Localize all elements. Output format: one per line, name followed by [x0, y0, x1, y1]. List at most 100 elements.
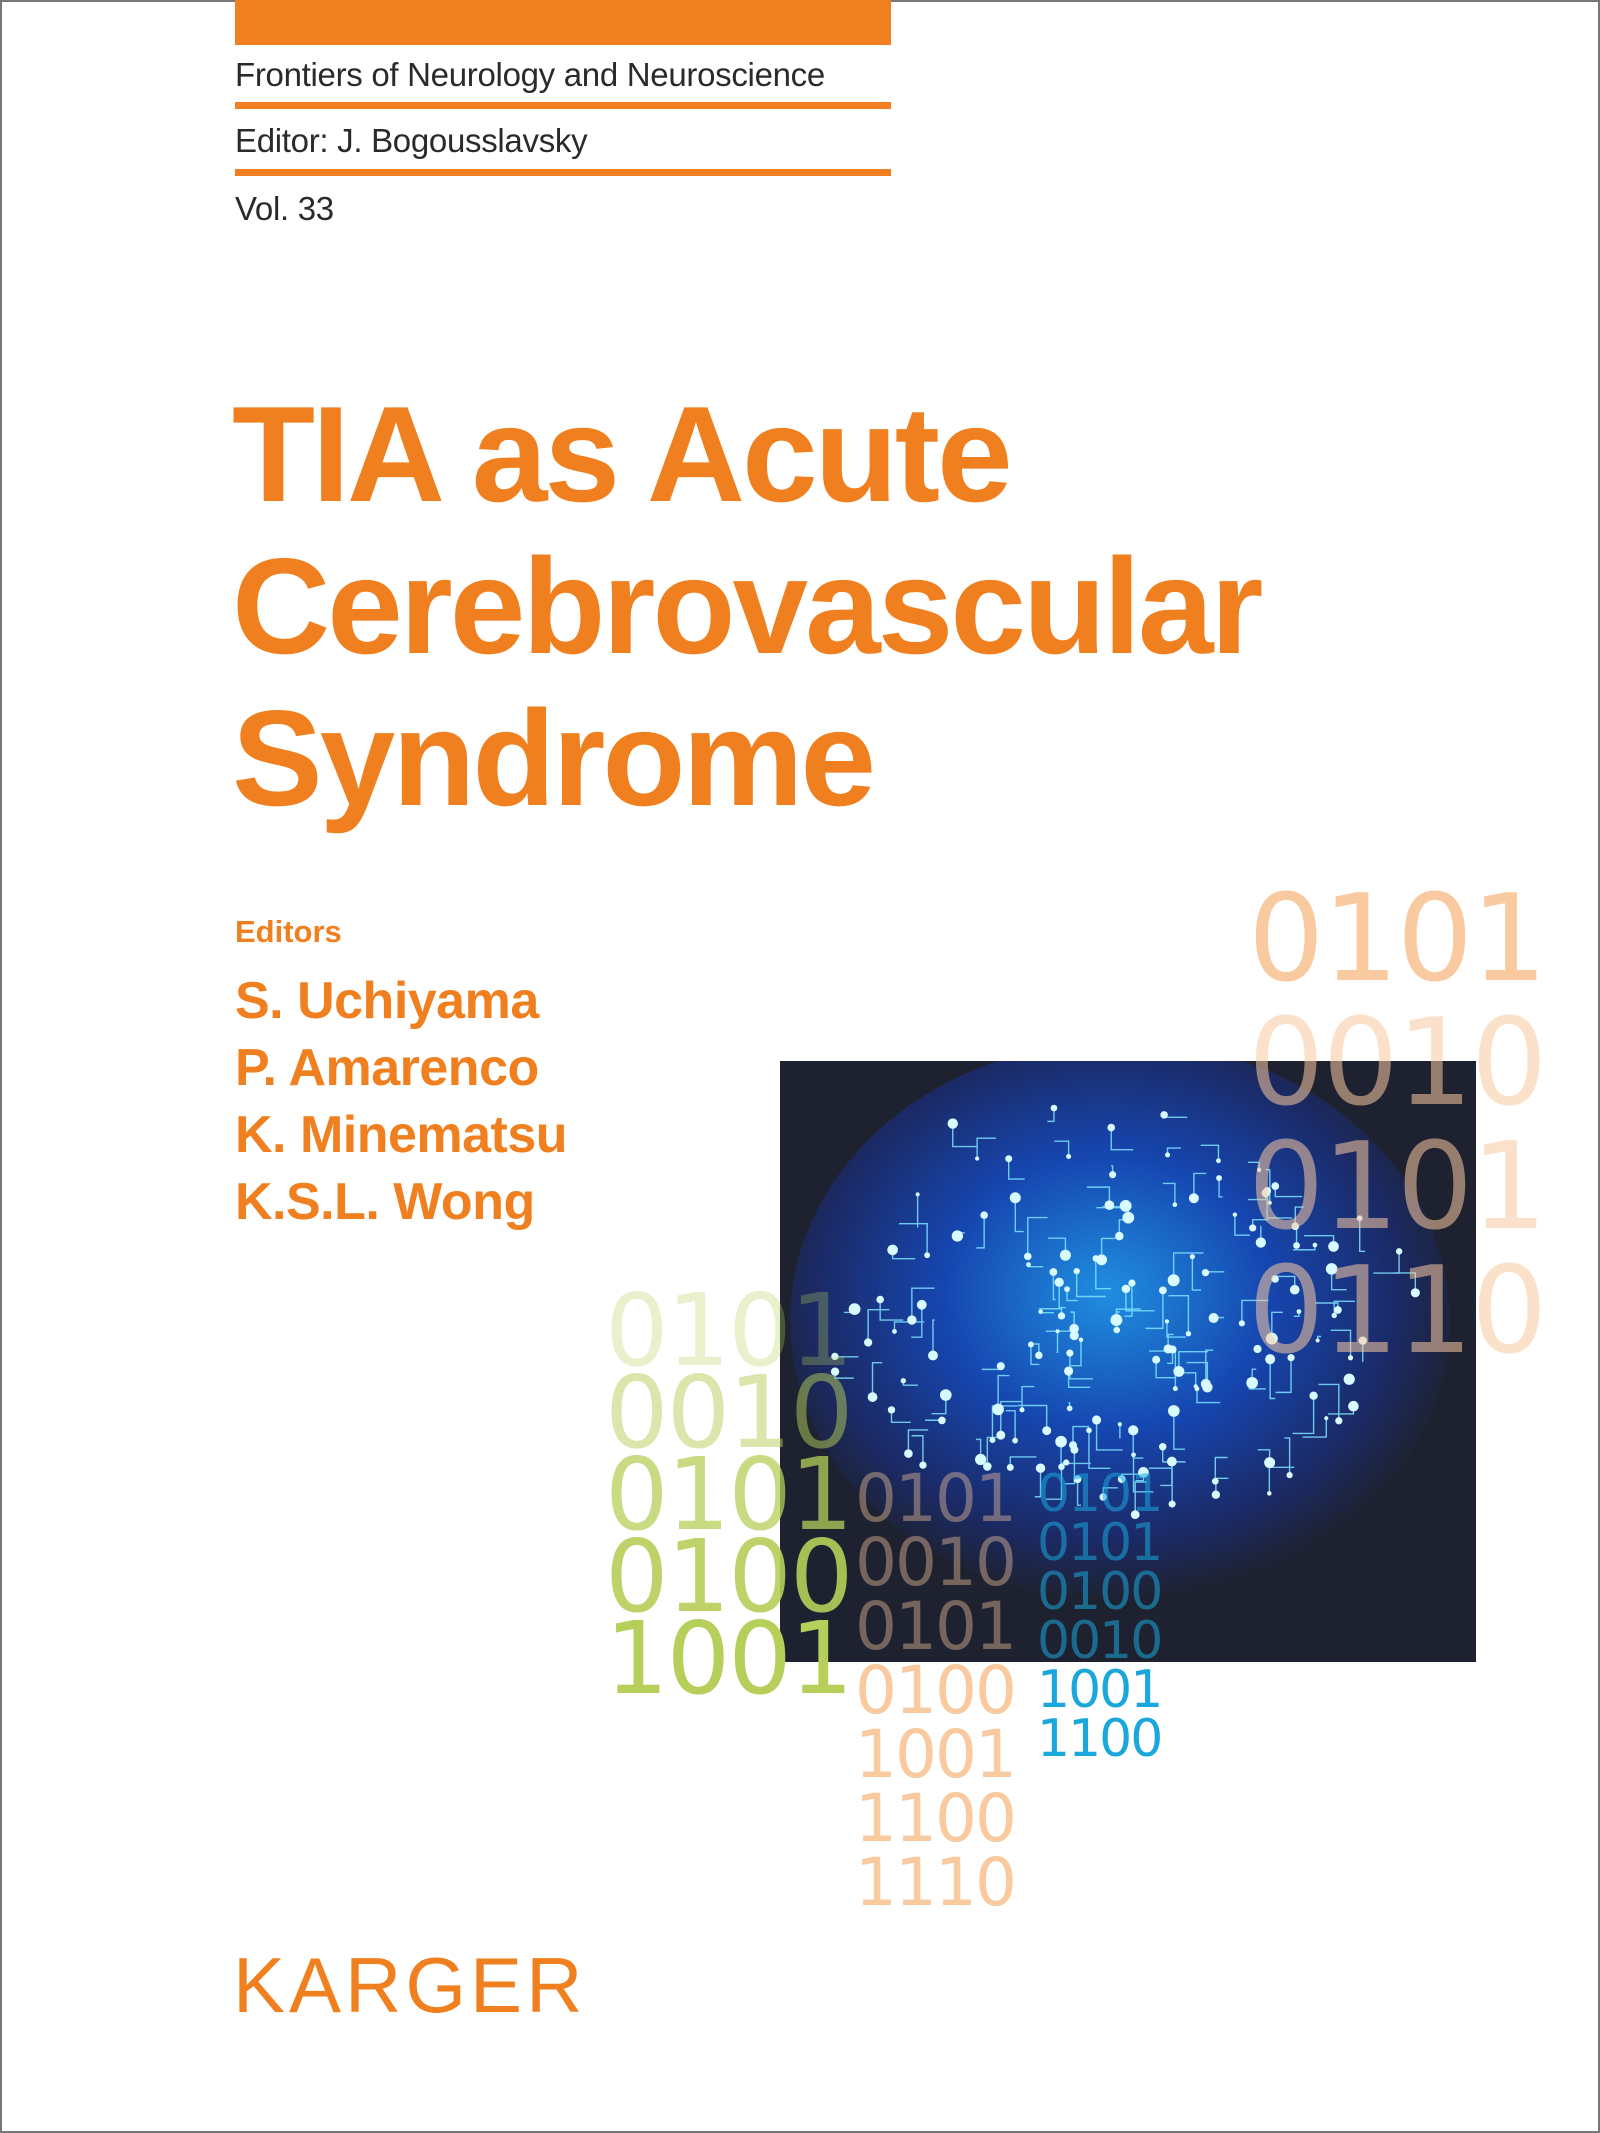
binary-text: 0101: [605, 1272, 853, 1389]
circuit-node: [1038, 1309, 1043, 1315]
circuit-node: [1069, 1323, 1079, 1334]
circuit-node: [915, 1192, 920, 1197]
circuit-trace: [1205, 1349, 1214, 1384]
circuit-node: [916, 1299, 927, 1310]
circuit-trace: [1052, 1272, 1056, 1301]
circuit-trace: [1302, 1418, 1327, 1438]
circuit-node: [1267, 1491, 1272, 1496]
circuit-node: [939, 1389, 952, 1401]
circuit-trace: [1066, 1289, 1078, 1302]
circuit-trace: [1075, 1271, 1106, 1298]
circuit-node: [1164, 1319, 1170, 1324]
circuit-trace: [1162, 1446, 1186, 1463]
circuit-trace: [1000, 1400, 1022, 1436]
circuit-trace: [1269, 1359, 1276, 1400]
circuit-node: [1168, 1345, 1177, 1354]
circuit-node: [1253, 1344, 1262, 1354]
circuit-node: [1063, 1459, 1070, 1466]
circuit-trace: [1160, 1461, 1173, 1487]
circuit-trace: [871, 1361, 883, 1398]
circuit-trace: [1072, 1425, 1090, 1446]
circuit-trace: [1200, 1144, 1220, 1161]
circuit-node: [1058, 1463, 1065, 1471]
circuit-node: [1092, 1255, 1100, 1262]
circuit-node: [1069, 1441, 1077, 1450]
circuit-node: [1117, 1475, 1126, 1484]
circuit-trace: [1034, 1468, 1042, 1498]
circuit-node: [1249, 1224, 1257, 1232]
circuit-node: [1265, 1332, 1278, 1345]
circuit-trace: [1014, 1197, 1024, 1233]
binary-text: 0010: [855, 1524, 1017, 1601]
circuit-node: [1356, 1215, 1363, 1222]
circuit-node: [1086, 1427, 1092, 1434]
circuit-node: [1005, 1155, 1013, 1163]
circuit-node: [1172, 1202, 1178, 1207]
circuit-node: [1107, 1123, 1116, 1132]
circuit-trace: [899, 1223, 928, 1256]
binary-text: 1001: [1037, 1660, 1163, 1720]
circuit-trace: [911, 1435, 924, 1466]
circuit-node: [1066, 1349, 1074, 1357]
circuit-trace: [1005, 1409, 1016, 1441]
binary-text: 0101: [855, 1460, 1017, 1537]
circuit-trace: [1167, 1349, 1174, 1364]
circuit-node: [1050, 1104, 1058, 1112]
circuit-node: [1261, 1188, 1271, 1198]
circuit-trace: [1046, 1466, 1063, 1500]
circuit-trace: [1069, 1339, 1082, 1367]
circuit-trace: [1271, 1311, 1283, 1339]
circuit-node: [1131, 1452, 1136, 1458]
circuit-trace: [1191, 1256, 1202, 1291]
circuit-node: [1117, 1422, 1122, 1427]
circuit-trace: [1132, 1454, 1154, 1493]
circuit-trace: [1166, 1321, 1186, 1338]
circuit-trace: [1218, 1178, 1223, 1198]
circuit-node: [1159, 1286, 1167, 1295]
circuit-node: [1055, 1329, 1060, 1334]
circuit-node: [867, 1392, 878, 1402]
circuit-trace: [1284, 1437, 1291, 1476]
circuit-node: [1193, 1384, 1198, 1389]
circuit-trace: [1095, 1419, 1123, 1451]
circuit-node: [1159, 1443, 1167, 1451]
circuit-trace: [1048, 1237, 1067, 1256]
circuit-node: [1202, 1382, 1213, 1393]
circuit-node: [1232, 1212, 1238, 1217]
binary-text: 0010: [1037, 1611, 1163, 1671]
circuit-node: [907, 1315, 917, 1325]
circuit-node: [1291, 1222, 1300, 1231]
circuit-node: [1188, 1193, 1199, 1204]
circuit-node: [876, 1295, 884, 1304]
circuit-trace: [1027, 1216, 1048, 1257]
circuit-node: [1166, 1456, 1177, 1467]
top-orange-bar: [235, 0, 891, 45]
binary-text: 0101: [855, 1588, 1017, 1665]
circuit-node: [1312, 1242, 1318, 1248]
binary-text: 1001: [605, 1600, 853, 1717]
binary-text: 0010: [605, 1354, 853, 1471]
circuit-trace: [1247, 1161, 1260, 1170]
circuit-node: [1057, 1312, 1066, 1320]
circuit-trace: [1292, 1395, 1315, 1435]
circuit-node: [1410, 1288, 1420, 1298]
circuit-node: [1109, 1171, 1117, 1179]
binary-text: 0010: [1248, 994, 1547, 1133]
circuit-trace: [1162, 1182, 1176, 1205]
circuit-trace: [1095, 1258, 1112, 1290]
circuit-trace: [907, 1429, 929, 1454]
circuit-node: [1119, 1199, 1132, 1212]
circuit-node: [1165, 1152, 1171, 1158]
circuit-node: [1328, 1241, 1339, 1252]
circuit-node: [1012, 1437, 1018, 1444]
circuit-trace: [1294, 1206, 1304, 1227]
circuit-trace: [1178, 1351, 1209, 1372]
book-title: TIA as Acute Cerebrovascular Syndrome: [232, 378, 1263, 834]
circuit-trace: [1134, 1481, 1147, 1515]
circuit-node: [919, 1461, 927, 1469]
circuit-node: [1315, 1338, 1320, 1343]
circuit-node: [1271, 1275, 1279, 1283]
circuit-trace: [1186, 1361, 1209, 1388]
circuit-trace: [1125, 1288, 1155, 1312]
circuit-trace: [1067, 1371, 1091, 1388]
